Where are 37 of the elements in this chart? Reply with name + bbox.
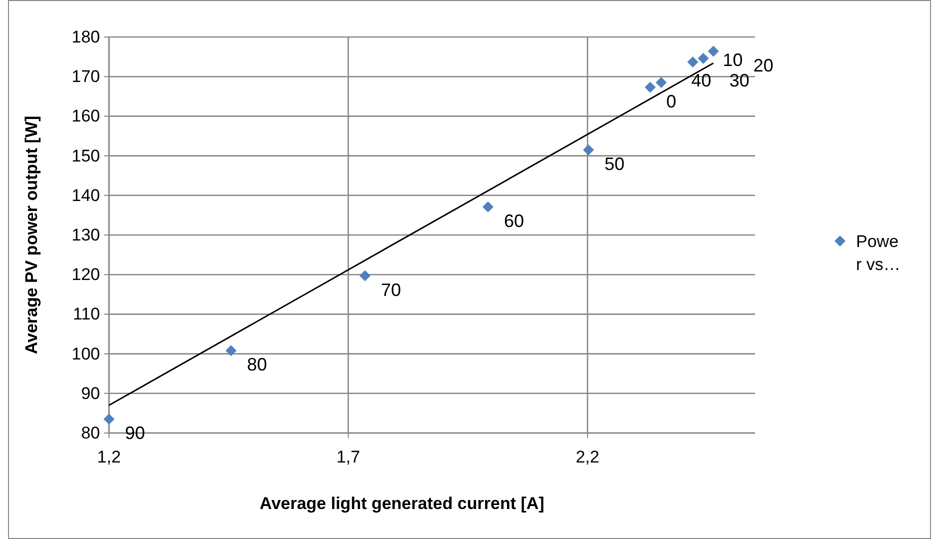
x-axis-title: Average light generated current [A] — [260, 494, 544, 513]
y-tick-label: 170 — [72, 67, 100, 86]
x-tick-label: 1,7 — [336, 448, 360, 466]
point — [360, 270, 371, 282]
y-tick-label: 140 — [72, 186, 100, 205]
y-tick-label: 160 — [72, 106, 100, 126]
annotation: 0 — [666, 91, 676, 112]
y-tick-label: 90 — [81, 384, 100, 403]
x-tick-label: 1,2 — [97, 448, 121, 466]
point — [582, 144, 594, 156]
annotation: 10 — [722, 50, 743, 70]
point — [656, 77, 667, 88]
point — [687, 56, 698, 68]
annotation: 40 — [691, 70, 712, 91]
annotation: 60 — [504, 210, 524, 231]
legend-label: Power vs… — [856, 232, 900, 274]
y-axis-title: Average PV power output [W] — [22, 116, 41, 354]
y-tick-label: 150 — [72, 146, 100, 166]
y-tick-label: 100 — [72, 344, 100, 364]
y-tick-label: 180 — [72, 28, 100, 46]
annotation: 20 — [753, 55, 774, 76]
point — [644, 82, 656, 93]
point — [482, 201, 494, 212]
annotation: 80 — [247, 354, 268, 375]
y-tick-label: 120 — [72, 265, 100, 284]
point — [708, 46, 719, 57]
x-tick-label: 2,2 — [576, 448, 600, 466]
y-tick-label: 110 — [72, 304, 100, 324]
annotation: 50 — [604, 154, 625, 174]
point — [104, 414, 114, 425]
y-tick-label: 130 — [72, 226, 100, 244]
annotation: 90 — [125, 423, 146, 444]
annotation: 30 — [729, 70, 750, 90]
y-tick-label: 80 — [81, 424, 100, 442]
point — [698, 52, 709, 64]
annotation: 70 — [381, 280, 402, 300]
point — [226, 345, 237, 356]
